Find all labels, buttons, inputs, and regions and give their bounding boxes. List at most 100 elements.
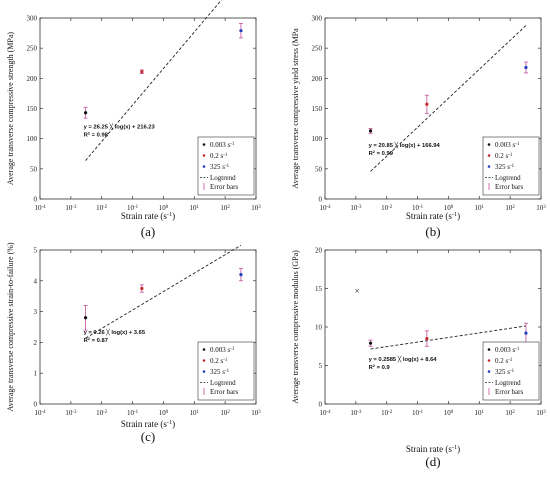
legend-box — [197, 341, 255, 401]
legend-marker — [202, 165, 206, 168]
x-tick-label: 10-2 — [96, 409, 108, 417]
x-tick-label: 10-3 — [65, 204, 77, 212]
y-tick-label: 1 — [34, 370, 38, 378]
y-axis-label: Average transverse compressive yield str… — [291, 28, 300, 189]
legend-entry: 0.2 s-1 — [495, 152, 513, 160]
legend-marker — [202, 154, 206, 157]
trend-line — [370, 325, 527, 350]
panel-d: 10-4 10-3 10-2 10-1 100 101 102 103 0 5 10 15 20 Stra… — [291, 247, 546, 470]
x-tick-label: 103 — [536, 204, 546, 212]
y-tick-label: 0 — [34, 196, 38, 204]
y-tick-label: 50 — [315, 165, 323, 173]
x-tick-label: 100 — [159, 204, 169, 212]
x-tick-label: 101 — [475, 409, 485, 417]
r-squared: R2 = 0.87 — [84, 335, 108, 344]
y-tick-label: 2 — [34, 339, 38, 347]
legend-entry: 0.2 s-1 — [495, 357, 513, 365]
r-squared: R2 = 0.99 — [369, 148, 394, 157]
x-tick-label: 100 — [444, 204, 454, 212]
legend-entry: 0.003 s-1 — [495, 141, 520, 149]
legend-marker — [487, 165, 491, 168]
y-tick-label: 3 — [34, 308, 38, 316]
legend-entry: Logtrend — [210, 379, 236, 387]
x-axis-label: Strain rate (s-1) — [406, 444, 460, 455]
y-tick-label: 300 — [312, 15, 323, 23]
y-tick-label: 10 — [315, 324, 323, 332]
data-point — [368, 129, 373, 133]
panel-b: 10-4 10-3 10-2 10-1 100 101 102 103 0 50 100 150 200… — [291, 15, 546, 240]
legend-entry: 325 s-1 — [210, 163, 230, 171]
legend-marker — [487, 143, 491, 146]
data-point — [140, 286, 144, 291]
x-tick-label: 101 — [190, 204, 200, 212]
x-tick-label: 10-2 — [96, 204, 108, 212]
panel-a: 10-4 10-3 10-2 10-1 100 101 102 103 0 50 100 150 200… — [6, 0, 261, 239]
data-point — [368, 341, 373, 345]
y-tick-label: 0 — [319, 196, 323, 204]
legend-box — [197, 136, 255, 196]
legend-box — [482, 136, 540, 196]
legend-marker — [487, 359, 491, 362]
x-tick-label: 102 — [220, 409, 230, 417]
y-tick-label: 4 — [34, 277, 38, 285]
trend-equation: y = 0.26 ╳ log(x) + 3.65 — [84, 328, 146, 336]
y-tick-label: 5 — [319, 362, 323, 370]
x-axis-label: Strain rate (s-1) — [406, 211, 460, 222]
x-tick-label: 102 — [505, 409, 515, 417]
r-squared: R2 = 0.98 — [84, 130, 109, 139]
legend-entry: Error bars — [210, 388, 238, 396]
legend-marker — [487, 154, 491, 157]
x-tick-label: 10-3 — [65, 409, 77, 417]
x-tick-label: 103 — [251, 204, 261, 212]
x-tick-label: 10-4 — [34, 204, 46, 212]
y-tick-label: 15 — [315, 285, 323, 293]
y-axis-label: Average transverse compressive strength … — [6, 32, 15, 185]
r-squared: R2 = 0.9 — [369, 363, 391, 372]
legend-marker — [487, 370, 491, 373]
data-point — [140, 70, 144, 74]
y-tick-label: 0 — [34, 401, 38, 409]
trend-equation: y = 0.2585 ╳ log(x) + 8.64 — [369, 355, 438, 363]
legend-entry: 0.003 s-1 — [210, 346, 235, 354]
outlier-mark: × — [355, 286, 360, 296]
x-tick-label: 10-1 — [412, 204, 424, 212]
trend-line — [85, 0, 223, 161]
plot-frame — [39, 249, 257, 405]
x-tick-label: 101 — [190, 409, 200, 417]
x-axis-label: Strain rate (s-1) — [121, 419, 175, 430]
x-tick-label: 10-1 — [412, 409, 424, 417]
panel-c: 10-4 10-3 10-2 10-1 100 101 102 103 0 1 2 3 4 5 Strain… — [6, 242, 261, 444]
x-tick-label: 10-4 — [34, 409, 46, 417]
y-tick-label: 250 — [27, 45, 38, 53]
legend-entry: Error bars — [495, 183, 523, 191]
legend-entry: Error bars — [495, 388, 523, 396]
panel-caption: (a) — [141, 224, 155, 239]
data-point — [524, 65, 528, 70]
y-tick-label: 5 — [34, 247, 38, 255]
x-tick-label: 101 — [475, 204, 485, 212]
x-tick-label: 102 — [220, 204, 230, 212]
y-tick-label: 150 — [27, 105, 38, 113]
y-tick-label: 200 — [312, 75, 323, 83]
y-tick-label: 150 — [312, 105, 323, 113]
x-tick-label: 10-2 — [381, 409, 393, 417]
x-tick-label: 10-1 — [127, 409, 139, 417]
x-tick-label: 10-3 — [350, 409, 362, 417]
legend-marker — [202, 348, 206, 351]
data-point — [83, 316, 88, 320]
y-tick-label: 300 — [27, 15, 38, 23]
panel-caption: (b) — [425, 224, 440, 239]
legend-entry: Error bars — [210, 183, 238, 191]
legend-entry: Logtrend — [495, 379, 521, 387]
data-point — [239, 29, 243, 33]
trend-line — [85, 244, 242, 339]
x-tick-label: 103 — [251, 409, 261, 417]
x-tick-label: 10-4 — [319, 204, 331, 212]
trend-equation: y = 26.25 ╳ log(x) + 216.23 — [84, 123, 156, 131]
panel-caption: (d) — [425, 454, 440, 469]
data-point — [524, 331, 528, 335]
y-tick-label: 250 — [312, 45, 323, 53]
legend-entry: 0.003 s-1 — [495, 346, 520, 354]
data-point — [425, 336, 429, 341]
